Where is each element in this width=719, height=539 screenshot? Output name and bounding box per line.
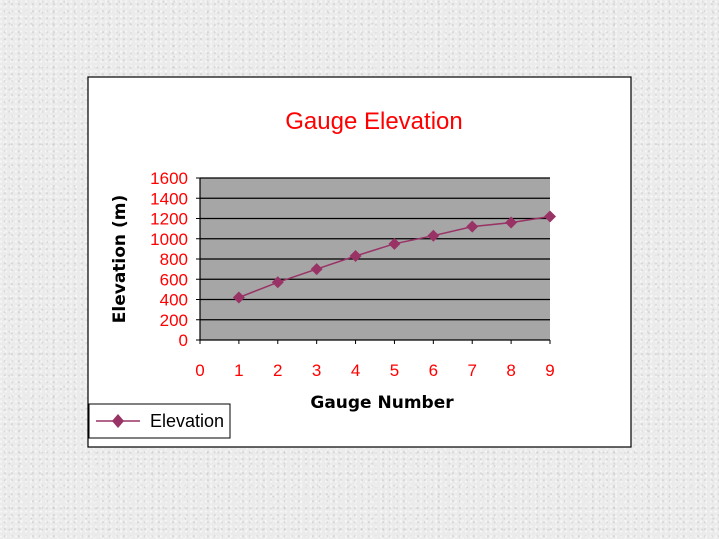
y-tick-label-7: 1400 — [150, 189, 188, 208]
y-tick-label-2: 400 — [160, 291, 188, 310]
x-tick-label-2: 2 — [273, 361, 282, 380]
x-tick-label-0: 0 — [195, 361, 204, 380]
y-tick-label-1: 200 — [160, 311, 188, 330]
gridlines — [200, 177, 550, 321]
data-point-1 — [232, 291, 245, 304]
x-tick-label-3: 3 — [312, 361, 321, 380]
x-tick-label-5: 5 — [390, 361, 399, 380]
y-tick-label-3: 600 — [160, 270, 188, 289]
x-axis-label: Gauge Number — [310, 393, 454, 413]
legend: Elevation — [88, 403, 231, 439]
x-tick-label-9: 9 — [545, 361, 554, 380]
chart-title: Gauge Elevation — [285, 108, 462, 135]
y-axis-label: Elevation (m) — [110, 195, 130, 323]
y-tick-label-0: 0 — [179, 331, 188, 350]
y-tick-label-6: 1200 — [150, 210, 188, 229]
legend-label: Elevation — [150, 411, 224, 431]
data-point-3 — [310, 263, 323, 276]
x-tick-labels: 0 1 2 3 4 5 6 7 8 9 — [195, 361, 554, 380]
data-point-7 — [466, 220, 479, 233]
series-elevation — [232, 210, 556, 304]
data-point-8 — [505, 216, 518, 229]
y-tick-label-4: 800 — [160, 250, 188, 269]
x-tick-label-1: 1 — [234, 361, 243, 380]
y-tick-label-5: 1000 — [150, 230, 188, 249]
tick-marks — [196, 177, 551, 344]
y-tick-label-8: 1600 — [150, 169, 188, 188]
data-point-4 — [349, 249, 362, 262]
x-tick-label-6: 6 — [429, 361, 438, 380]
legend-marker — [112, 414, 124, 428]
x-tick-label-8: 8 — [506, 361, 515, 380]
data-point-2 — [271, 276, 284, 289]
data-point-6 — [427, 229, 440, 242]
x-tick-label-7: 7 — [467, 361, 476, 380]
data-point-9 — [544, 210, 556, 223]
x-tick-label-4: 4 — [351, 361, 360, 380]
data-point-5 — [388, 237, 401, 250]
